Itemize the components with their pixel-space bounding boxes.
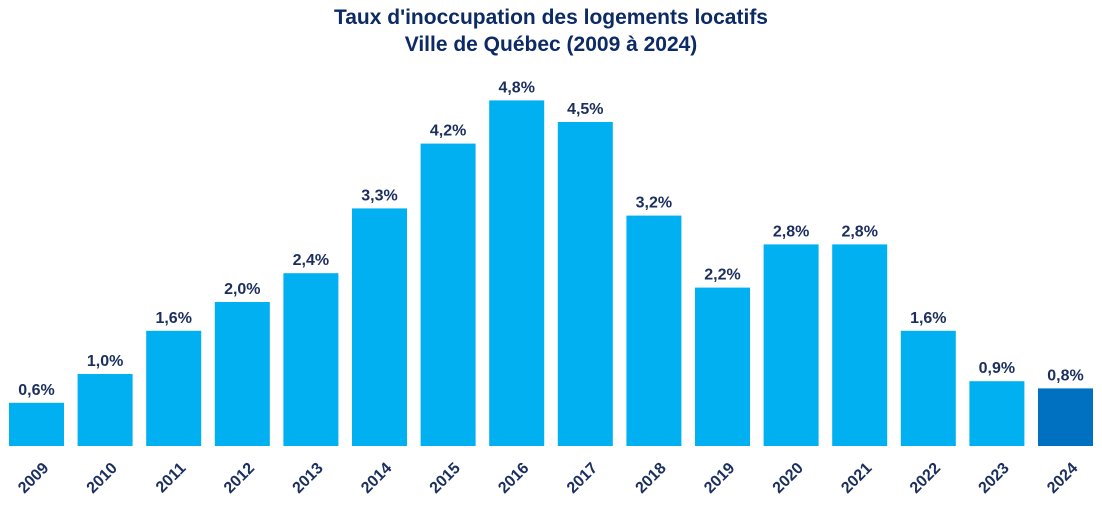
data-label-2012: 2,0% — [224, 281, 260, 298]
bar-2019 — [695, 287, 750, 446]
x-tick-2019: 2019 — [701, 460, 738, 497]
x-tick-2015: 2015 — [427, 460, 464, 497]
bar-2024 — [1038, 388, 1093, 446]
x-tick-2020: 2020 — [770, 460, 807, 497]
bar-2012 — [214, 302, 270, 446]
bar-2010 — [77, 374, 133, 446]
data-label-2018: 3,2% — [636, 195, 672, 212]
data-label-2014: 3,3% — [361, 187, 397, 204]
data-label-2017: 4,5% — [567, 101, 603, 118]
data-label-2021: 2,8% — [841, 223, 877, 240]
bar-2018 — [626, 215, 682, 446]
data-label-2011: 1,6% — [155, 310, 191, 327]
x-tick-2023: 2023 — [976, 460, 1013, 497]
bar-2014 — [352, 208, 407, 446]
chart-title: Taux d'inoccupation des logements locati… — [333, 6, 768, 29]
bar-2013 — [283, 273, 339, 446]
data-label-2009: 0,6% — [18, 382, 54, 399]
x-tick-2021: 2021 — [838, 460, 875, 497]
data-label-2024: 0,8% — [1047, 367, 1083, 384]
x-tick-2016: 2016 — [495, 460, 532, 497]
data-label-2010: 1,0% — [87, 353, 123, 370]
bar-2023 — [969, 381, 1025, 446]
x-tick-2013: 2013 — [290, 460, 327, 497]
x-tick-2018: 2018 — [633, 460, 670, 497]
bar-2015 — [420, 143, 476, 446]
data-label-2015: 4,2% — [430, 123, 466, 140]
bar-2017 — [557, 122, 613, 446]
data-label-2022: 1,6% — [910, 310, 946, 327]
x-tick-2010: 2010 — [84, 460, 121, 497]
bar-2020 — [763, 244, 819, 446]
x-tick-2009: 2009 — [15, 460, 52, 497]
data-label-2019: 2,2% — [704, 267, 740, 284]
x-tick-2011: 2011 — [153, 460, 190, 497]
bar-2016 — [489, 100, 545, 447]
x-tick-2012: 2012 — [221, 460, 258, 497]
data-label-2013: 2,4% — [293, 252, 329, 269]
data-label-2020: 2,8% — [773, 223, 809, 240]
bar-2022 — [900, 330, 956, 446]
x-tick-2022: 2022 — [907, 460, 944, 497]
x-tick-2014: 2014 — [358, 460, 395, 497]
x-tick-2024: 2024 — [1044, 460, 1081, 497]
data-label-2016: 4,8% — [498, 79, 534, 96]
bar-2011 — [146, 330, 202, 446]
data-label-2023: 0,9% — [979, 360, 1015, 377]
bar-2021 — [832, 244, 888, 446]
x-tick-2017: 2017 — [564, 460, 601, 497]
chart-subtitle: Ville de Québec (2009 à 2024) — [404, 33, 698, 56]
bar-2009 — [9, 402, 64, 446]
